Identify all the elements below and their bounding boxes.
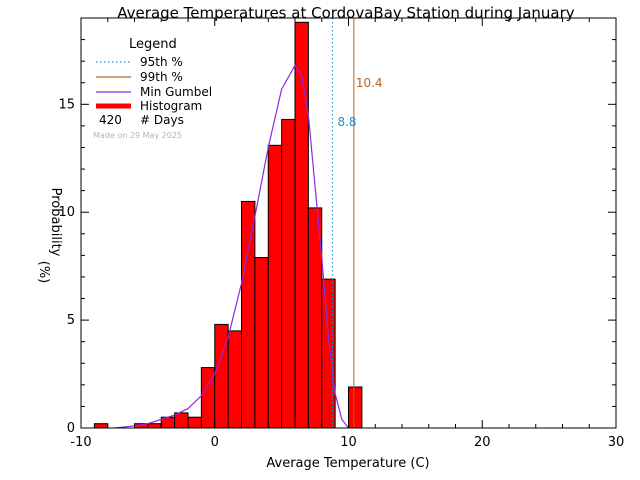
gumbel-curve	[114, 64, 349, 429]
made-on-note: Made on 29 May 2025	[93, 131, 182, 140]
legend: Legend 95th % 99th % Min Gumbel Histogra…	[93, 37, 212, 140]
x-axis-label: Average Temperature (C)	[266, 456, 429, 471]
x-tick-label: -10	[70, 435, 91, 450]
x-tick-label: 10	[340, 435, 357, 450]
y-axis-unit: (%)	[36, 261, 51, 284]
legend-label-gumbel: Min Gumbel	[140, 85, 212, 99]
legend-label-95th: 95th %	[140, 55, 183, 69]
x-tick-label: 0	[211, 435, 219, 450]
histogram-bar	[267, 144, 283, 429]
y-tick-label: 0	[67, 421, 75, 436]
histogram-bar	[321, 278, 336, 429]
legend-day-count-label: # Days	[140, 113, 184, 127]
x-tick-label: 20	[474, 435, 491, 450]
legend-title: Legend	[129, 37, 177, 52]
chart-title: Average Temperatures at CordovaBay Stati…	[117, 4, 574, 22]
x-axis-ticks: -10 0 10 20 30	[70, 18, 624, 450]
histogram-bar	[187, 416, 202, 429]
histogram-bar	[174, 412, 189, 429]
histogram-bar	[147, 423, 162, 429]
histogram-bar	[294, 21, 309, 429]
y-tick-label: 10	[58, 205, 75, 220]
histogram-bar	[214, 323, 229, 429]
gumbel-curve-group	[114, 64, 349, 429]
y-tick-label: 15	[58, 97, 75, 112]
histogram-bar	[241, 200, 256, 429]
y-axis-ticks: 0 5 10 15	[58, 17, 616, 436]
histogram-bar	[254, 257, 269, 429]
y-axis-label: Probability	[48, 188, 63, 257]
histogram-bar	[281, 118, 296, 429]
histogram-bar	[348, 386, 363, 429]
legend-label-histogram: Histogram	[140, 99, 202, 113]
histogram-bar	[93, 423, 109, 429]
histogram-bars	[93, 21, 363, 429]
x-tick-label: 30	[608, 435, 625, 450]
y-tick-label: 5	[67, 313, 75, 328]
percentile-99-value: 10.4	[356, 76, 383, 90]
percentile-95-value: 8.8	[337, 115, 356, 129]
legend-day-count: 420	[99, 113, 122, 127]
histogram-bar	[227, 330, 242, 429]
legend-label-99th: 99th %	[140, 70, 183, 84]
percentile-lines: 8.8 10.4	[331, 18, 383, 428]
